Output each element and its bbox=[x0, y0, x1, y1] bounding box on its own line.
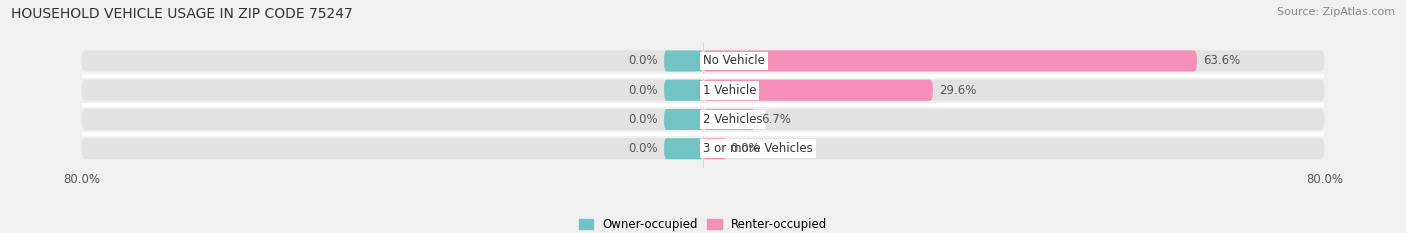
FancyBboxPatch shape bbox=[664, 138, 703, 159]
Text: 0.0%: 0.0% bbox=[628, 55, 658, 68]
Text: 3 or more Vehicles: 3 or more Vehicles bbox=[703, 142, 813, 155]
Text: 0.0%: 0.0% bbox=[628, 84, 658, 97]
Text: 0.0%: 0.0% bbox=[628, 142, 658, 155]
FancyBboxPatch shape bbox=[703, 109, 755, 130]
Legend: Owner-occupied, Renter-occupied: Owner-occupied, Renter-occupied bbox=[579, 218, 827, 231]
FancyBboxPatch shape bbox=[82, 138, 1324, 159]
FancyBboxPatch shape bbox=[82, 109, 1324, 130]
FancyBboxPatch shape bbox=[703, 50, 1197, 72]
FancyBboxPatch shape bbox=[82, 50, 1324, 72]
FancyBboxPatch shape bbox=[703, 138, 727, 159]
FancyBboxPatch shape bbox=[82, 80, 1324, 101]
Text: 6.7%: 6.7% bbox=[761, 113, 792, 126]
FancyBboxPatch shape bbox=[664, 50, 703, 72]
FancyBboxPatch shape bbox=[703, 80, 934, 101]
Text: No Vehicle: No Vehicle bbox=[703, 55, 765, 68]
Text: 0.0%: 0.0% bbox=[628, 113, 658, 126]
FancyBboxPatch shape bbox=[664, 80, 703, 101]
Text: HOUSEHOLD VEHICLE USAGE IN ZIP CODE 75247: HOUSEHOLD VEHICLE USAGE IN ZIP CODE 7524… bbox=[11, 7, 353, 21]
Text: Source: ZipAtlas.com: Source: ZipAtlas.com bbox=[1277, 7, 1395, 17]
Text: 63.6%: 63.6% bbox=[1204, 55, 1240, 68]
Text: 0.0%: 0.0% bbox=[730, 142, 759, 155]
Text: 2 Vehicles: 2 Vehicles bbox=[703, 113, 762, 126]
Text: 1 Vehicle: 1 Vehicle bbox=[703, 84, 756, 97]
FancyBboxPatch shape bbox=[664, 109, 703, 130]
Text: 29.6%: 29.6% bbox=[939, 84, 977, 97]
